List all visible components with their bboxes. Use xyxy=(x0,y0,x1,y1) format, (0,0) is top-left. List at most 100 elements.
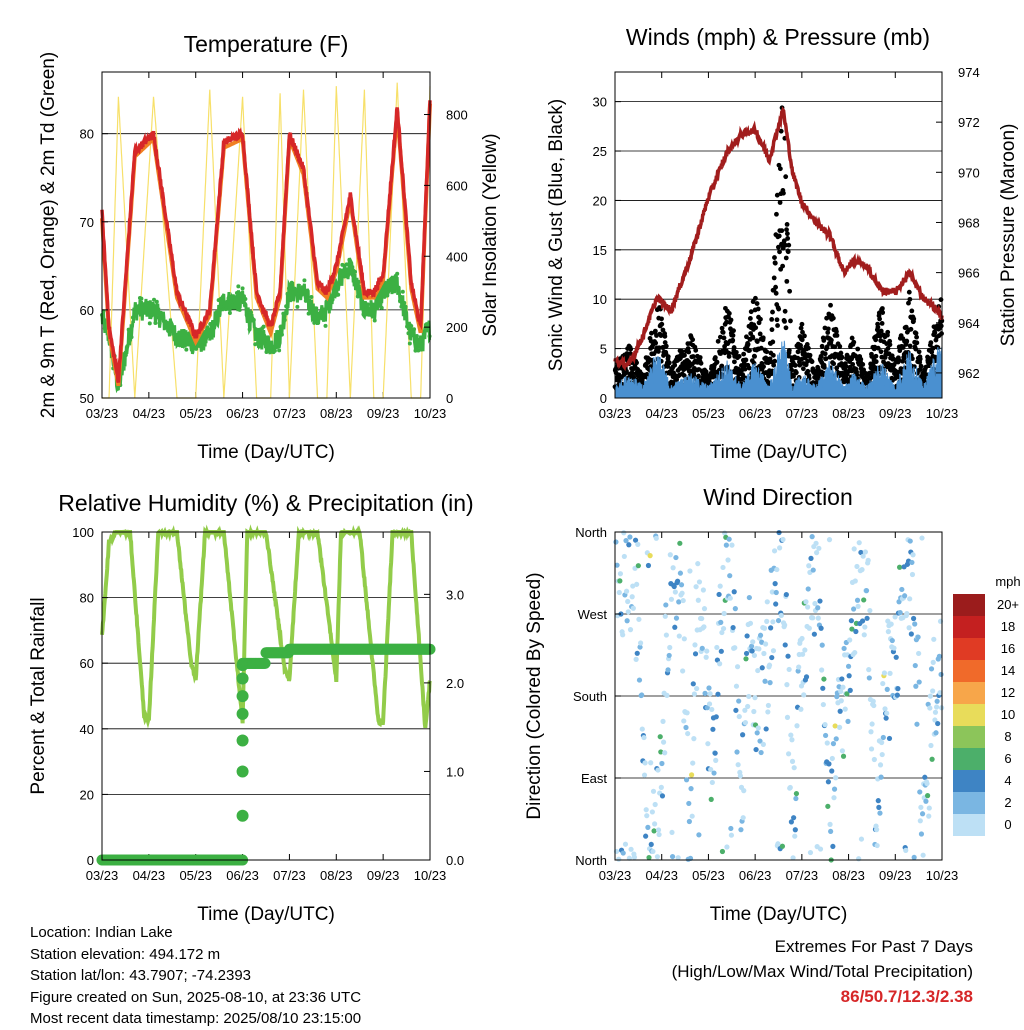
y-axis-label: 2m & 9m T (Red, Orange) & 2m Td (Green) xyxy=(38,52,59,418)
gust-point xyxy=(698,360,704,366)
direction-point xyxy=(647,553,653,559)
direction-point xyxy=(813,540,819,546)
direction-point xyxy=(796,664,802,670)
y2-tick-label: 968 xyxy=(958,215,980,230)
direction-point xyxy=(877,762,884,768)
x-tick-label: 05/23 xyxy=(692,406,725,421)
direction-point xyxy=(899,586,905,593)
y2-tick-label: 400 xyxy=(446,249,468,264)
gust-point xyxy=(757,331,763,337)
direction-point xyxy=(893,654,899,660)
gust-point xyxy=(805,345,811,351)
direction-point xyxy=(649,809,655,815)
created-text: Figure created on Sun, 2025-08-10, at 23… xyxy=(30,988,362,1006)
gust-point xyxy=(690,337,696,343)
direction-point xyxy=(877,810,883,816)
gust-point xyxy=(776,233,782,239)
direction-point xyxy=(701,606,708,612)
gust-point xyxy=(672,362,678,368)
gust-point xyxy=(839,354,845,360)
direction-point xyxy=(784,682,790,688)
direction-point xyxy=(681,718,687,724)
gust-point xyxy=(715,338,721,344)
direction-point xyxy=(720,625,727,632)
direction-point xyxy=(839,748,846,754)
gust-point xyxy=(742,366,748,372)
gust-point xyxy=(665,354,671,360)
gust-point xyxy=(770,352,776,358)
direction-point xyxy=(673,554,679,561)
plot-border xyxy=(101,71,431,399)
gust-point xyxy=(721,335,727,341)
x-tick-label: 09/23 xyxy=(879,406,912,421)
gust-point xyxy=(887,338,893,344)
direction-point xyxy=(701,624,707,630)
direction-point xyxy=(913,683,919,689)
gust-point xyxy=(745,341,751,347)
gust-point xyxy=(928,340,934,345)
gust-point xyxy=(911,364,917,370)
precip-point xyxy=(259,657,271,669)
gust-point xyxy=(690,354,696,359)
dewpoint-point xyxy=(419,347,424,352)
gust-point xyxy=(800,366,806,372)
gust-point xyxy=(938,297,944,303)
x-tick-label: 05/23 xyxy=(179,868,212,883)
rh-line xyxy=(100,524,432,729)
direction-point xyxy=(765,709,771,715)
dewpoint-point xyxy=(289,280,294,285)
direction-point xyxy=(863,588,870,594)
x-tick-label: 05/23 xyxy=(692,868,725,883)
direction-point xyxy=(855,603,861,609)
direction-point xyxy=(912,662,918,669)
direction-point xyxy=(833,736,839,742)
dewpoint-point xyxy=(286,286,291,291)
direction-point xyxy=(646,854,652,861)
direction-point xyxy=(864,615,870,621)
direction-point xyxy=(726,536,732,542)
dewpoint-point xyxy=(355,294,360,299)
direction-point xyxy=(678,582,685,588)
direction-point xyxy=(815,615,821,621)
direction-point xyxy=(764,618,770,624)
direction-point xyxy=(876,804,882,810)
direction-point xyxy=(662,750,668,756)
colorbar-swatch xyxy=(953,726,985,748)
direction-point xyxy=(692,651,699,657)
dewpoint-point xyxy=(180,336,185,341)
panel-title: Winds (mph) & Pressure (mb) xyxy=(626,24,930,50)
direction-point xyxy=(643,807,649,813)
gust-point xyxy=(629,371,635,376)
direction-point xyxy=(683,724,689,731)
latlon-text: Station lat/lon: 43.7907; -74.2393 xyxy=(30,967,252,984)
direction-point xyxy=(667,644,673,651)
y2-tick-label: 3.0 xyxy=(446,587,464,602)
gust-point xyxy=(814,379,819,385)
gust-point xyxy=(781,238,787,244)
direction-point xyxy=(927,705,933,711)
direction-point xyxy=(636,677,643,683)
plot-border xyxy=(101,531,431,861)
direction-point xyxy=(925,793,931,799)
x-tick-label: 04/23 xyxy=(645,868,678,883)
direction-point xyxy=(828,828,834,835)
gust-point xyxy=(904,338,910,344)
direction-point xyxy=(705,741,711,747)
direction-point xyxy=(717,661,723,667)
dewpoint-point xyxy=(329,294,334,299)
dewpoint-point xyxy=(409,324,414,329)
direction-point xyxy=(741,788,747,794)
direction-point xyxy=(751,708,757,715)
direction-point xyxy=(635,541,641,547)
direction-point xyxy=(767,680,773,686)
direction-point xyxy=(708,796,714,802)
direction-point xyxy=(644,813,650,819)
dewpoint-point xyxy=(412,327,417,332)
direction-point xyxy=(677,570,684,576)
direction-point xyxy=(664,692,670,698)
direction-point xyxy=(623,588,630,594)
direction-point xyxy=(673,615,680,621)
location-text: Location: Indian Lake xyxy=(30,924,173,941)
direction-point xyxy=(708,766,714,773)
